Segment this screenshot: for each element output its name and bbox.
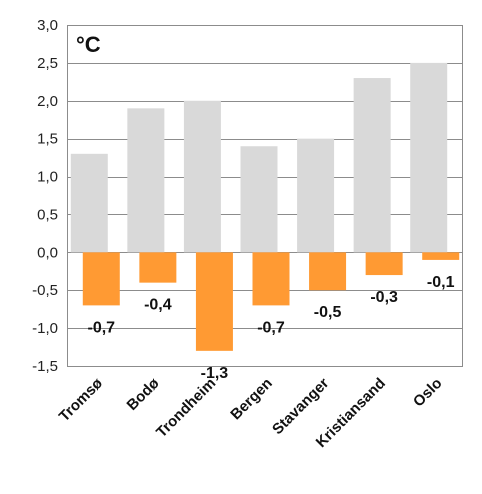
- bar-series-1: [240, 146, 278, 253]
- y-tick-label: 2,5: [37, 55, 58, 72]
- x-tick-label: Oslo: [410, 375, 446, 411]
- y-tick-label: -1,0: [32, 320, 58, 337]
- data-label: -1,3: [201, 365, 229, 382]
- unit-label: °C: [76, 32, 101, 57]
- y-axis-ticks: 3,0 2,5 2,0 1,5 1,0 0,5 0,0 -0,5 -1,0 -1,5: [32, 17, 58, 375]
- data-labels: -0,7 -0,4 -1,3 -0,7 -0,5 -0,3 -0,1: [87, 274, 454, 382]
- data-label: -0,4: [144, 297, 172, 314]
- x-tick-label: Trondheim: [153, 375, 219, 441]
- data-label: -0,5: [314, 304, 342, 321]
- bar-series-2: [195, 252, 233, 351]
- bar-series-2: [252, 252, 290, 306]
- y-tick-label: -1,5: [32, 358, 58, 375]
- bar-series-1: [297, 138, 335, 253]
- bar-series-1: [127, 108, 165, 253]
- bar-series-1: [183, 100, 221, 253]
- data-label: -0,7: [87, 319, 115, 336]
- bar-series-2: [422, 252, 460, 260]
- y-tick-label: 1,0: [37, 169, 58, 186]
- y-tick-label: 0,0: [37, 244, 58, 261]
- bar-series-1: [353, 78, 391, 253]
- data-label: -0,7: [257, 319, 285, 336]
- x-tick-label: Bergen: [227, 375, 276, 424]
- y-tick-label: 0,5: [37, 206, 58, 223]
- bar-series-2: [309, 252, 347, 291]
- x-tick-label: Bodø: [124, 374, 164, 414]
- bar-series-2: [365, 252, 403, 276]
- data-label: -0,3: [370, 289, 398, 306]
- y-tick-label: -0,5: [32, 282, 58, 299]
- bar-series-2: [82, 252, 120, 306]
- y-tick-label: 1,5: [37, 131, 58, 148]
- y-tick-label: 2,0: [37, 93, 58, 110]
- y-tick-label: 3,0: [37, 17, 58, 34]
- series-2-bars: [82, 252, 460, 351]
- series-1-bars: [70, 62, 448, 253]
- bar-series-1: [70, 153, 108, 253]
- data-label: -0,1: [427, 274, 455, 291]
- bar-series-2: [139, 252, 177, 283]
- x-tick-label: Tromsø: [56, 374, 107, 425]
- bar-series-1: [410, 62, 448, 253]
